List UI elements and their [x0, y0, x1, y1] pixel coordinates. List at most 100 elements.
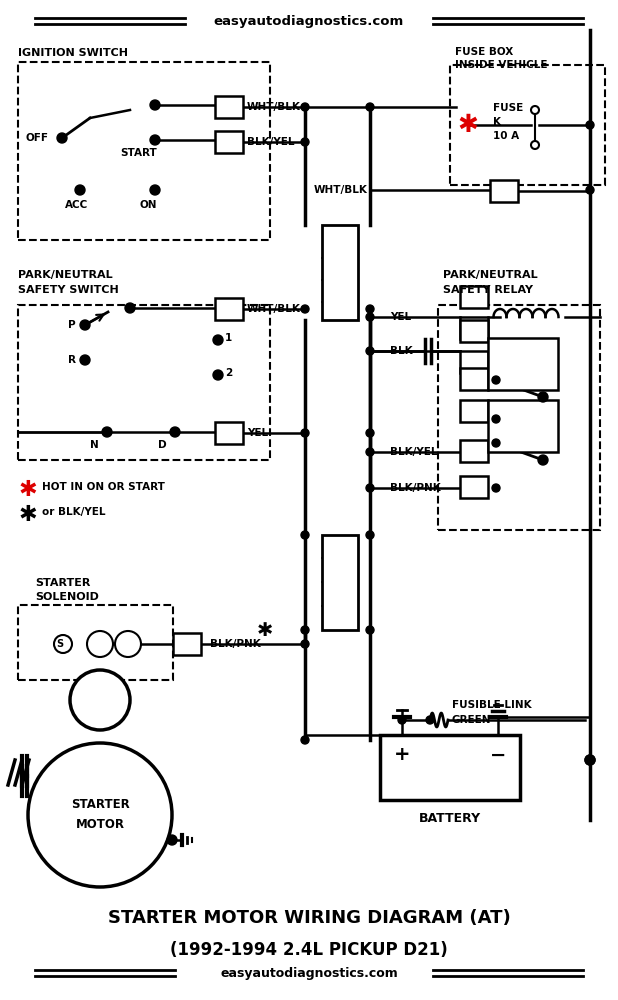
- Circle shape: [87, 631, 113, 657]
- Bar: [490, 180, 518, 202]
- Text: ✱: ✱: [257, 620, 273, 640]
- Circle shape: [366, 484, 374, 492]
- Text: easyautodiagnostics.com: easyautodiagnostics.com: [220, 966, 398, 980]
- Circle shape: [586, 121, 594, 129]
- Text: OFF: OFF: [25, 133, 48, 143]
- Circle shape: [301, 138, 309, 146]
- Text: INSIDE VEHICLE: INSIDE VEHICLE: [455, 60, 548, 70]
- Text: FUSE: FUSE: [493, 103, 523, 113]
- Text: BLK/PNK: BLK/PNK: [210, 639, 261, 649]
- Text: START: START: [120, 148, 157, 158]
- Text: WHT/BLK: WHT/BLK: [314, 185, 368, 195]
- Text: PARK/NEUTRAL: PARK/NEUTRAL: [18, 270, 112, 280]
- Circle shape: [301, 429, 309, 437]
- Text: or BLK/YEL: or BLK/YEL: [42, 507, 106, 517]
- Bar: [460, 286, 488, 308]
- Text: −: −: [490, 746, 506, 764]
- Circle shape: [585, 755, 595, 765]
- Circle shape: [80, 355, 90, 365]
- Circle shape: [586, 186, 594, 194]
- Text: YEL: YEL: [390, 312, 411, 322]
- Circle shape: [538, 455, 548, 465]
- Bar: [460, 351, 488, 373]
- Circle shape: [366, 531, 374, 539]
- Bar: [460, 368, 488, 390]
- Circle shape: [366, 305, 374, 313]
- Text: (1992-1994 2.4L PICKUP D21): (1992-1994 2.4L PICKUP D21): [170, 941, 448, 959]
- Circle shape: [28, 743, 172, 887]
- Bar: [215, 298, 243, 320]
- Text: IGNITION SWITCH: IGNITION SWITCH: [18, 48, 128, 58]
- Circle shape: [366, 103, 374, 111]
- Circle shape: [585, 755, 595, 765]
- Text: STARTER: STARTER: [35, 578, 90, 588]
- Circle shape: [366, 313, 374, 321]
- Circle shape: [398, 716, 406, 724]
- Text: GREEN: GREEN: [452, 715, 491, 725]
- Circle shape: [366, 448, 374, 456]
- Circle shape: [54, 635, 72, 653]
- Text: P: P: [68, 320, 75, 330]
- Bar: [488, 338, 558, 390]
- Circle shape: [150, 185, 160, 195]
- Text: N: N: [90, 440, 99, 450]
- Circle shape: [80, 320, 90, 330]
- Circle shape: [57, 133, 67, 143]
- Circle shape: [366, 429, 374, 437]
- Circle shape: [301, 640, 309, 648]
- Circle shape: [492, 439, 500, 447]
- Text: ✱: ✱: [457, 113, 478, 137]
- Bar: [380, 735, 520, 800]
- Text: K: K: [493, 117, 501, 127]
- Text: STARTER MOTOR WIRING DIAGRAM (AT): STARTER MOTOR WIRING DIAGRAM (AT): [108, 909, 510, 927]
- Text: BLK/PNK: BLK/PNK: [390, 483, 441, 493]
- Text: FUSIBLE LINK: FUSIBLE LINK: [452, 700, 531, 710]
- Bar: [322, 225, 358, 320]
- Text: BLK/YEL: BLK/YEL: [390, 447, 438, 457]
- Bar: [438, 305, 600, 530]
- Circle shape: [301, 103, 309, 111]
- Text: SAFETY SWITCH: SAFETY SWITCH: [18, 285, 119, 295]
- Text: BLK/YEL: BLK/YEL: [247, 137, 295, 147]
- Text: ACC: ACC: [65, 200, 88, 210]
- Circle shape: [492, 415, 500, 423]
- Text: +: +: [394, 746, 410, 764]
- Circle shape: [492, 484, 500, 492]
- Circle shape: [70, 670, 130, 730]
- Text: STARTER: STARTER: [70, 798, 129, 812]
- Circle shape: [102, 427, 112, 437]
- Bar: [18, 305, 270, 460]
- Bar: [18, 62, 270, 240]
- Circle shape: [301, 736, 309, 744]
- Text: 10 A: 10 A: [493, 131, 519, 141]
- Text: SOLENOID: SOLENOID: [35, 592, 99, 602]
- Circle shape: [150, 135, 160, 145]
- Text: easyautodiagnostics.com: easyautodiagnostics.com: [214, 14, 404, 27]
- Text: PARK/NEUTRAL: PARK/NEUTRAL: [443, 270, 538, 280]
- Circle shape: [492, 376, 500, 384]
- Circle shape: [301, 626, 309, 634]
- Circle shape: [301, 305, 309, 313]
- Circle shape: [167, 835, 177, 845]
- Bar: [460, 320, 488, 342]
- Circle shape: [531, 106, 539, 114]
- Text: D: D: [158, 440, 167, 450]
- Circle shape: [75, 185, 85, 195]
- Bar: [460, 317, 488, 339]
- Text: FUSE BOX: FUSE BOX: [455, 47, 514, 57]
- Bar: [18, 605, 173, 680]
- Circle shape: [366, 626, 374, 634]
- Text: HOT IN ON OR START: HOT IN ON OR START: [42, 482, 165, 492]
- Text: WHT/BLK: WHT/BLK: [247, 304, 301, 314]
- Bar: [460, 400, 488, 422]
- Text: 2: 2: [225, 368, 232, 378]
- Text: 1: 1: [225, 333, 232, 343]
- Bar: [488, 400, 558, 452]
- Bar: [322, 535, 358, 630]
- Bar: [215, 96, 243, 118]
- Text: R: R: [68, 355, 76, 365]
- Circle shape: [150, 100, 160, 110]
- Bar: [215, 422, 243, 444]
- Circle shape: [538, 392, 548, 402]
- Text: WHT/BLK: WHT/BLK: [247, 102, 301, 112]
